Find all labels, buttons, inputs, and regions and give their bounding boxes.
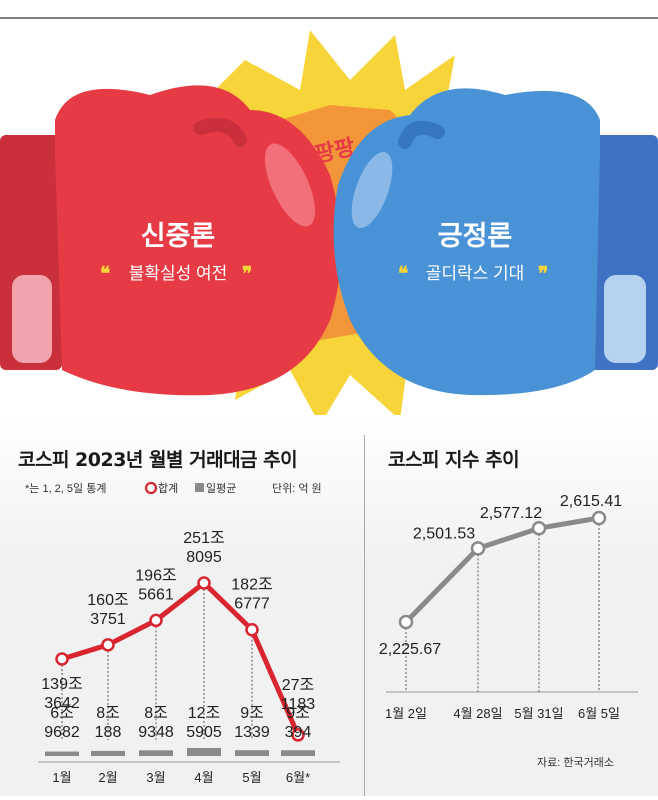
month-tick-label: 5월 [242, 770, 261, 785]
total-label-sub: 6777 [234, 596, 270, 613]
date-tick-label: 4월 28일 [453, 706, 502, 721]
boxing-gloves-illustration: 팡팡 신중론 ❝ 불확실성 여전 ❞ 긍정론 ❝ 골디락스 기대 ❞ [0, 17, 658, 425]
right-glove-quote-close: ❞ [538, 264, 548, 285]
total-point [197, 576, 211, 590]
kospi-index-chart: 2,225.67 1월 2일 2,501.53 4월 28일 2,577.12 5월 31… [379, 493, 638, 769]
date-tick-label: 5월 31일 [514, 706, 563, 721]
kospi-line [404, 515, 600, 624]
total-label-main: 196조 [135, 567, 176, 584]
avg-label-main: 8조 [144, 705, 168, 722]
left-glove-quote: 불확실성 여전 [129, 264, 228, 283]
month-tick-label: 3월 [146, 770, 165, 785]
chart1-unit: 단위: 억 원 [272, 482, 322, 495]
total-line [61, 580, 301, 736]
total-label-main: 182조 [231, 577, 272, 594]
blue-glove: 긍정론 ❝ 골디락스 기대 ❞ [333, 88, 658, 396]
avg-bar [187, 748, 221, 756]
chart1-title: 코스피 2023년 월별 거래대금 추이 [18, 449, 298, 471]
right-glove-quote-open: ❝ [398, 264, 408, 285]
avg-bar [91, 750, 125, 756]
avg-bar [235, 750, 269, 756]
index-point [470, 541, 486, 556]
total-point [55, 652, 69, 666]
avg-label-main: 9조 [240, 705, 264, 722]
total-label-sub: 3642 [44, 695, 80, 712]
month-tick-label: 1월 [52, 770, 71, 785]
chart1-note: *는 1, 2, 5일 통계 [25, 481, 106, 495]
index-label: 2,577.12 [480, 505, 542, 522]
avg-label-sub: 9348 [138, 724, 174, 741]
avg-label-sub: 9682 [44, 724, 80, 741]
legend-total-label: 합계 [158, 482, 178, 495]
chart2-source: 자료: 한국거래소 [537, 756, 614, 769]
avg-label-sub: 188 [95, 724, 122, 741]
avg-label-sub: 394 [285, 724, 312, 741]
legend-avg-label: 일평균 [206, 481, 236, 495]
month-tick-label: 4월 [194, 770, 213, 785]
date-tick-label: 6월 5일 [578, 706, 620, 721]
avg-label-sub: 5905 [186, 724, 222, 741]
avg-label-sub: 1339 [234, 724, 270, 741]
avg-label-main: 8조 [96, 705, 120, 722]
total-label-main: 139조 [41, 676, 82, 693]
charts-panel: 코스피 2023년 월별 거래대금 추이 코스피 지수 추이 *는 1, 2, … [0, 415, 658, 796]
month-tick-label: 2월 [98, 770, 117, 785]
index-point [398, 614, 414, 630]
month-tick-label: 6월* [286, 770, 310, 785]
left-glove-quote-close: ❞ [242, 264, 252, 285]
total-label-sub: 5661 [138, 586, 174, 603]
total-label-sub: 8095 [186, 549, 222, 566]
index-point [591, 510, 607, 526]
legend-avg-marker [195, 483, 204, 492]
index-point [531, 520, 547, 536]
red-glove: 신중론 ❝ 불확실성 여전 ❞ [0, 85, 341, 396]
left-glove-title: 신중론 [141, 221, 216, 251]
total-point [101, 638, 115, 652]
monthly-trading-value-chart: *는 1, 2, 5일 통계 합계 일평균 단위: 억 원 139조 36426조… [25, 481, 340, 785]
total-label-sub: 3751 [90, 611, 126, 628]
chart2-title: 코스피 지수 추이 [388, 449, 520, 471]
total-point [149, 613, 163, 628]
avg-bar [139, 750, 173, 756]
date-tick-label: 1월 2일 [385, 706, 427, 721]
total-label-main: 27조 [282, 677, 315, 694]
avg-label-main: 9조 [286, 705, 310, 722]
total-label-main: 160조 [87, 592, 128, 609]
total-label-sub: 1183 [281, 696, 316, 713]
avg-bar [45, 751, 79, 756]
left-glove-quote-open: ❝ [100, 264, 110, 285]
index-label: 2,615.41 [560, 493, 622, 510]
avg-label-main: 6조 [50, 705, 74, 722]
chart-divider [364, 435, 365, 796]
avg-label-main: 12조 [188, 705, 221, 722]
avg-bar [281, 750, 315, 756]
right-glove-quote: 골디락스 기대 [426, 264, 525, 283]
total-label-main: 251조 [183, 530, 224, 547]
legend-total-marker [144, 481, 158, 495]
total-point [291, 728, 305, 742]
right-glove-title: 긍정론 [438, 221, 513, 251]
index-label: 2,225.67 [379, 641, 441, 658]
total-point [245, 622, 259, 637]
index-label: 2,501.53 [413, 525, 475, 542]
